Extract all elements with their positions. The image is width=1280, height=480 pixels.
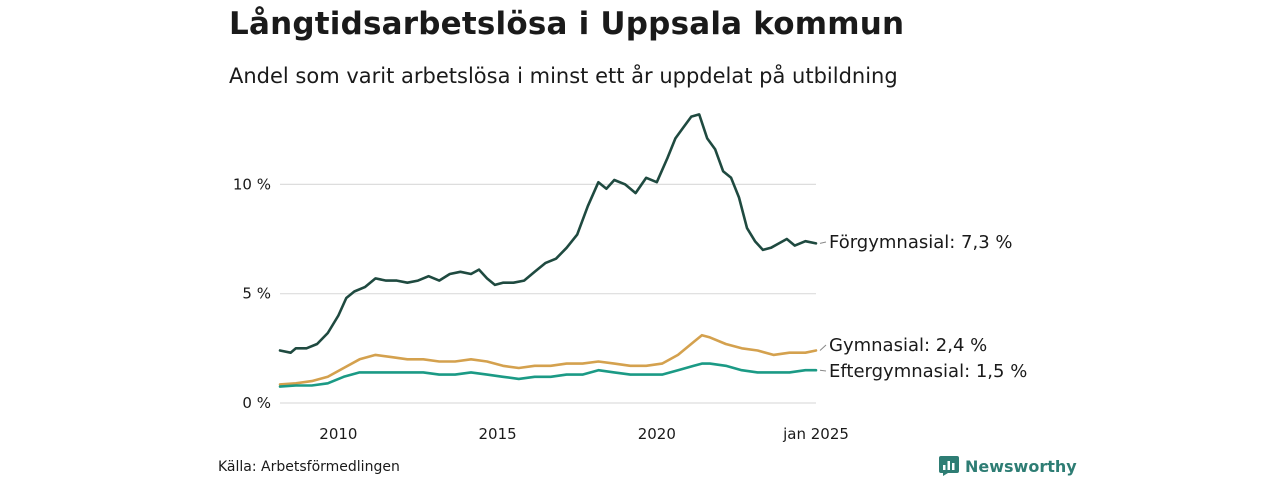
series-lines: [278, 113, 818, 388]
series-line-gymnasial: [278, 333, 818, 386]
x-tick-label: 2020: [638, 425, 676, 443]
x-tick-label: 2010: [319, 425, 357, 443]
y-axis-ticks: 0 % 5 % 10 %: [233, 175, 271, 412]
series-line-eftergymnasial: [278, 362, 818, 388]
newsworthy-logo-icon: [939, 456, 959, 476]
chart-subtitle: Andel som varit arbetslösa i minst ett å…: [229, 64, 898, 88]
series-labels: Förgymnasial: 7,3 % Gymnasial: 2,4 % Efter…: [819, 232, 1027, 382]
series-label-connector: [819, 241, 827, 244]
y-tick-label: 5 %: [242, 285, 271, 303]
series-label-förgymnasial: Förgymnasial: 7,3 %: [829, 232, 1013, 253]
y-tick-label: 0 %: [242, 394, 271, 412]
brand-name: Newsworthy: [965, 456, 1077, 476]
chart-title: Långtidsarbetslösa i Uppsala kommun: [229, 6, 905, 42]
y-tick-label: 10 %: [233, 175, 271, 193]
x-tick-label: 2015: [478, 425, 516, 443]
x-axis-ticks: 2010 2015 2020 jan 2025: [319, 425, 849, 443]
series-label-connector: [819, 369, 827, 372]
series-label-gymnasial: Gymnasial: 2,4 %: [829, 335, 987, 356]
series-line-förgymnasial: [278, 113, 818, 354]
series-label-connector: [819, 344, 827, 351]
source-note: Källa: Arbetsförmedlingen: [218, 459, 400, 475]
grid-lines: [280, 183, 816, 404]
series-label-eftergymnasial: Eftergymnasial: 1,5 %: [829, 361, 1027, 382]
x-tick-label: jan 2025: [782, 425, 849, 443]
brand-logo: Newsworthy: [939, 456, 1077, 476]
